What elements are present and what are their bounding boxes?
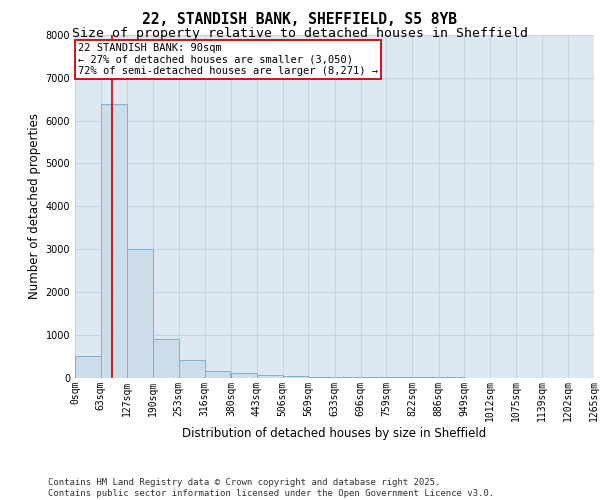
Bar <box>153 339 179 378</box>
Bar <box>127 249 153 378</box>
Bar <box>205 371 230 378</box>
Bar <box>179 360 205 378</box>
Text: 22 STANDISH BANK: 90sqm
← 27% of detached houses are smaller (3,050)
72% of semi: 22 STANDISH BANK: 90sqm ← 27% of detache… <box>78 42 378 76</box>
Text: Contains HM Land Registry data © Crown copyright and database right 2025.
Contai: Contains HM Land Registry data © Crown c… <box>48 478 494 498</box>
Bar <box>101 104 127 378</box>
Bar <box>75 356 101 378</box>
Bar <box>283 376 308 378</box>
Bar <box>257 375 283 378</box>
Text: Size of property relative to detached houses in Sheffield: Size of property relative to detached ho… <box>72 28 528 40</box>
Bar <box>231 373 257 378</box>
X-axis label: Distribution of detached houses by size in Sheffield: Distribution of detached houses by size … <box>182 427 487 440</box>
Y-axis label: Number of detached properties: Number of detached properties <box>28 114 41 299</box>
Text: 22, STANDISH BANK, SHEFFIELD, S5 8YB: 22, STANDISH BANK, SHEFFIELD, S5 8YB <box>143 12 458 28</box>
